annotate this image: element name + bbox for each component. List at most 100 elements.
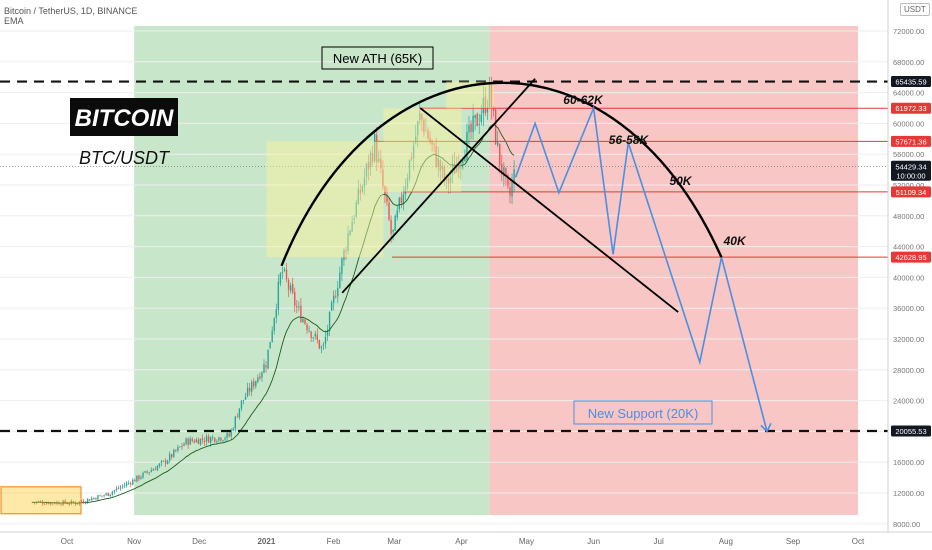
zones: [0, 26, 888, 525]
candle-body: [468, 125, 470, 133]
candle-body: [322, 344, 325, 346]
price-marker-label: 51109.34: [896, 188, 927, 197]
candle-body: [214, 437, 216, 442]
candle-body: [470, 123, 472, 132]
x-tick-label: Jul: [654, 537, 664, 546]
candle-body: [449, 176, 452, 183]
candle-body: [499, 143, 501, 166]
symbol-title: Bitcoin / TetherUS, 1D, BINANCE: [4, 6, 138, 16]
candle-body: [175, 449, 177, 451]
candle-body: [203, 440, 206, 442]
x-tick-label: Oct: [61, 537, 74, 546]
candle-body: [95, 498, 97, 500]
target-label: 56-58K: [609, 133, 650, 147]
candle-body: [404, 186, 407, 195]
candle-body: [304, 319, 306, 324]
y-tick-label: 36000.00: [893, 304, 924, 313]
candle-body: [347, 233, 349, 252]
candle-body: [218, 437, 220, 441]
candle-body: [373, 133, 376, 162]
candle-body: [193, 440, 195, 443]
candle-body: [228, 433, 230, 437]
price-marker: [891, 102, 931, 114]
candle-body: [173, 449, 175, 457]
candle-body: [513, 169, 515, 184]
candle-body: [199, 438, 202, 445]
candle-body: [179, 446, 181, 448]
y-tick-label: 68000.00: [893, 58, 924, 67]
candle-body: [361, 186, 364, 192]
candle-body: [166, 460, 169, 464]
candle-body: [117, 488, 120, 489]
candle-body: [283, 269, 286, 271]
candle-body: [312, 337, 314, 339]
candle-body: [82, 501, 85, 503]
candle-body: [146, 471, 148, 473]
candle-body: [390, 219, 392, 234]
candle-body: [134, 479, 136, 482]
candle-body: [132, 479, 134, 485]
candle-body: [488, 82, 491, 108]
candle-body: [330, 302, 333, 311]
candle-body: [380, 158, 382, 169]
candle-body: [68, 503, 70, 505]
candle-body: [136, 475, 138, 482]
candle-body: [207, 436, 210, 443]
y-tick-label: 40000.00: [893, 273, 924, 282]
currency-badge[interactable]: USDT: [900, 3, 930, 16]
candle-body: [97, 495, 99, 500]
candle-body: [70, 500, 72, 504]
candle-body: [238, 408, 241, 418]
candle-body: [394, 215, 396, 231]
candle-body: [74, 502, 77, 505]
candle-body: [160, 461, 163, 464]
candle-body: [462, 160, 464, 164]
candle-body: [111, 491, 113, 495]
candle-body: [224, 438, 226, 440]
y-tick-label: 44000.00: [893, 243, 924, 252]
candle-body: [431, 140, 433, 144]
candle-body: [58, 502, 60, 505]
candle-body: [142, 472, 144, 478]
candle-body: [107, 492, 109, 496]
candle-body: [158, 463, 161, 467]
candle-body: [369, 152, 372, 168]
candle-body: [478, 123, 480, 125]
candle-body: [45, 502, 48, 505]
candle-body: [261, 372, 263, 378]
x-tick-label: Sep: [786, 537, 801, 546]
candle-body: [412, 145, 415, 159]
candle-body: [242, 399, 245, 401]
price-marker: [891, 160, 931, 181]
candle-body: [386, 195, 388, 202]
candle-body: [259, 376, 261, 379]
target-label: 50K: [669, 174, 692, 188]
price-marker-label: 57671.36: [895, 137, 926, 146]
candle-body: [269, 342, 271, 349]
candle-body: [402, 194, 405, 205]
candle-body: [212, 437, 214, 439]
candle-body: [410, 157, 413, 160]
candle-body: [367, 161, 370, 170]
candle-body: [168, 454, 171, 461]
candle-body: [392, 229, 394, 233]
candle-body: [43, 503, 46, 505]
candle-body: [230, 430, 232, 437]
candle-body: [455, 164, 458, 172]
candle-body: [248, 387, 251, 392]
annotations: BITCOIN BTC/USDT New ATH (65K) New Support …: [70, 46, 747, 425]
candle-body: [76, 503, 79, 505]
candle-body: [349, 230, 351, 235]
candle-body: [271, 330, 273, 342]
support-box: [573, 400, 713, 425]
candle-body: [244, 396, 247, 400]
price-marker-label: 61972.33: [895, 104, 926, 113]
candle-body: [140, 477, 142, 479]
price-marker-label: 20055.53: [895, 427, 926, 436]
candle-body: [421, 114, 423, 120]
x-tick-label: May: [519, 537, 534, 546]
candle-body: [308, 330, 310, 332]
candle-body: [127, 482, 130, 484]
